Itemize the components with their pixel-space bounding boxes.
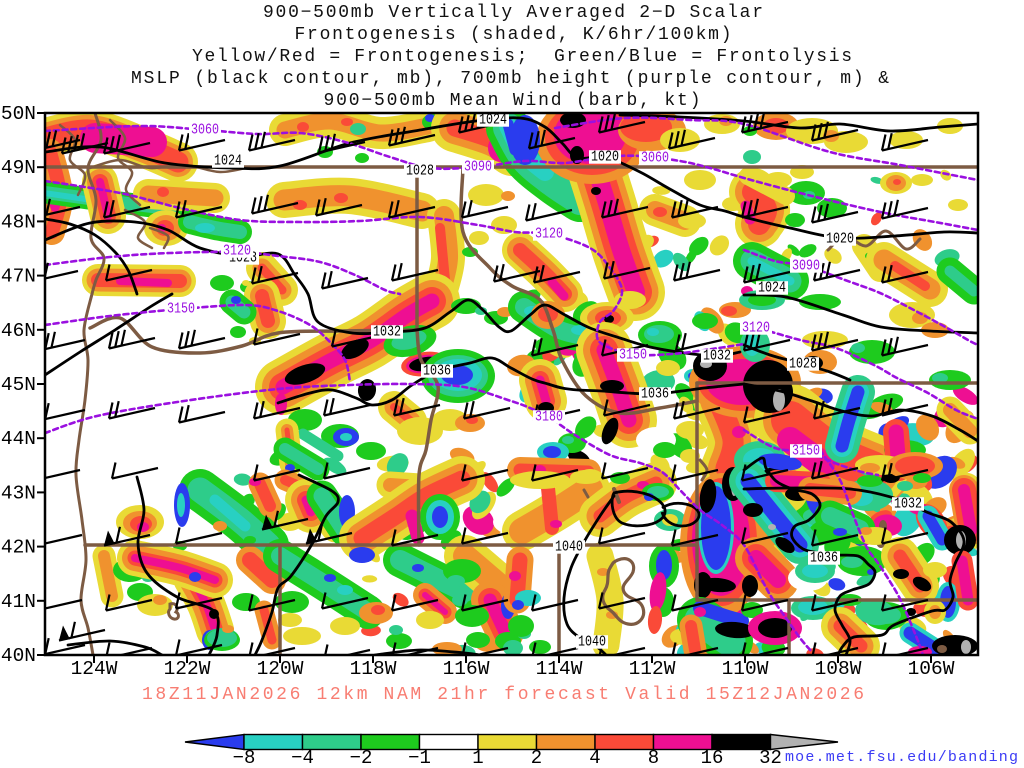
svg-text:3090: 3090 [464, 160, 492, 176]
svg-text:1028: 1028 [406, 164, 434, 180]
svg-text:3150: 3150 [167, 302, 195, 318]
svg-text:116W: 116W [443, 658, 490, 680]
svg-text:Frontogenesis (shaded, K/6hr/1: Frontogenesis (shaded, K/6hr/100km) [295, 25, 732, 45]
svg-text:48N: 48N [1, 211, 36, 233]
svg-text:1032: 1032 [703, 349, 731, 365]
svg-text:3060: 3060 [641, 151, 669, 167]
svg-text:moe.met.fsu.edu/banding: moe.met.fsu.edu/banding [785, 749, 1018, 766]
svg-text:41N: 41N [1, 591, 36, 613]
svg-text:−8: −8 [233, 747, 256, 768]
svg-text:−1: −1 [408, 747, 431, 768]
svg-text:−2: −2 [350, 747, 373, 768]
svg-text:−4: −4 [291, 747, 314, 768]
svg-text:32: 32 [759, 747, 782, 768]
svg-text:44N: 44N [1, 428, 36, 450]
svg-text:1036: 1036 [423, 364, 451, 380]
svg-text:40N: 40N [1, 645, 36, 667]
svg-text:1036: 1036 [810, 551, 838, 567]
svg-text:1024: 1024 [214, 154, 242, 170]
svg-text:900−500mb Mean Wind (barb, kt): 900−500mb Mean Wind (barb, kt) [324, 91, 701, 111]
svg-text:42N: 42N [1, 537, 36, 559]
svg-text:43N: 43N [1, 482, 36, 504]
svg-text:110W: 110W [722, 658, 769, 680]
svg-text:3120: 3120 [742, 321, 770, 337]
svg-text:1036: 1036 [641, 387, 669, 403]
svg-text:16: 16 [701, 747, 724, 768]
svg-text:1024: 1024 [758, 281, 786, 297]
svg-text:8: 8 [648, 747, 659, 768]
svg-text:112W: 112W [629, 658, 676, 680]
svg-text:45N: 45N [1, 374, 36, 396]
svg-text:1040: 1040 [555, 540, 583, 556]
svg-text:114W: 114W [536, 658, 583, 680]
svg-text:3060: 3060 [191, 123, 219, 139]
svg-text:3120: 3120 [223, 244, 251, 260]
svg-text:3090: 3090 [792, 259, 820, 275]
svg-text:3150: 3150 [619, 348, 647, 364]
svg-text:124W: 124W [71, 658, 118, 680]
svg-text:108W: 108W [815, 658, 862, 680]
svg-text:46N: 46N [1, 320, 36, 342]
svg-text:4: 4 [589, 747, 600, 768]
svg-text:1032: 1032 [373, 325, 401, 341]
svg-text:50N: 50N [1, 103, 36, 125]
svg-text:Yellow/Red = Frontogenesis; G: Yellow/Red = Frontogenesis; Green/Blue =… [192, 47, 852, 67]
svg-text:47N: 47N [1, 266, 36, 288]
svg-text:122W: 122W [164, 658, 211, 680]
svg-text:1: 1 [472, 747, 483, 768]
svg-text:1020: 1020 [591, 150, 619, 166]
svg-text:106W: 106W [908, 658, 955, 680]
svg-text:49N: 49N [1, 157, 36, 179]
svg-text:3150: 3150 [792, 444, 820, 460]
svg-text:1040: 1040 [578, 635, 606, 651]
svg-text:120W: 120W [257, 658, 304, 680]
svg-text:1032: 1032 [894, 497, 922, 513]
svg-text:3120: 3120 [535, 227, 563, 243]
svg-text:1020: 1020 [826, 232, 854, 248]
svg-text:1028: 1028 [789, 357, 817, 373]
svg-text:118W: 118W [350, 658, 397, 680]
svg-text:2: 2 [531, 747, 542, 768]
svg-text:3180: 3180 [535, 410, 563, 426]
svg-text:1024: 1024 [479, 113, 507, 129]
